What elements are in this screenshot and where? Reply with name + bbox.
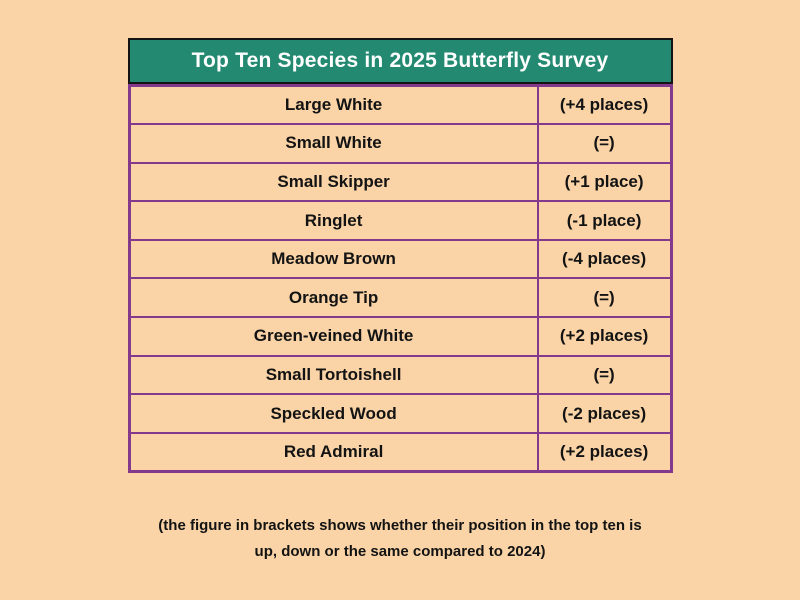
table-row: Large White (+4 places) <box>128 84 673 126</box>
table-row: Small White (=) <box>128 123 673 164</box>
table-row: Green-veined White (+2 places) <box>128 316 673 357</box>
position-change-cell: (-2 places) <box>536 393 673 434</box>
position-change-cell: (+1 place) <box>536 161 673 203</box>
table-title: Top Ten Species in 2025 Butterfly Survey <box>127 38 673 84</box>
species-name-cell: Small Tortoishell <box>128 354 539 396</box>
butterfly-survey-table: Top Ten Species in 2025 Butterfly Survey… <box>127 38 673 473</box>
position-change-cell: (+4 places) <box>536 84 673 126</box>
table-row: Orange Tip (=) <box>128 277 673 319</box>
species-name-cell: Large White <box>128 84 539 126</box>
position-change-cell: (+2 places) <box>536 316 673 357</box>
species-table: Large White (+4 places) Small White (=) … <box>127 84 673 473</box>
species-name-cell: Ringlet <box>128 200 539 241</box>
footnote-line-2: up, down or the same compared to 2024) <box>254 543 546 560</box>
position-change-cell: (+2 places) <box>536 431 673 473</box>
position-change-cell: (=) <box>536 123 673 164</box>
position-change-cell: (=) <box>536 354 673 396</box>
species-name-cell: Meadow Brown <box>128 238 539 280</box>
table-row: Small Skipper (+1 place) <box>128 161 673 203</box>
species-name-cell: Red Admiral <box>128 431 539 473</box>
table-row: Ringlet (-1 place) <box>128 200 673 241</box>
position-change-cell: (-4 places) <box>536 238 673 280</box>
position-change-cell: (-1 place) <box>536 200 673 241</box>
species-name-cell: Orange Tip <box>128 277 539 319</box>
species-name-cell: Small Skipper <box>128 161 539 203</box>
position-change-cell: (=) <box>536 277 673 319</box>
footnote: (the figure in brackets shows whether th… <box>0 513 800 565</box>
table-row: Small Tortoishell (=) <box>128 354 673 396</box>
species-name-cell: Small White <box>128 123 539 164</box>
table-row: Red Admiral (+2 places) <box>128 431 673 473</box>
species-name-cell: Speckled Wood <box>128 393 539 434</box>
table-row: Meadow Brown (-4 places) <box>128 238 673 280</box>
footnote-line-1: (the figure in brackets shows whether th… <box>158 517 642 534</box>
table-row: Speckled Wood (-2 places) <box>128 393 673 434</box>
species-name-cell: Green-veined White <box>128 316 539 357</box>
